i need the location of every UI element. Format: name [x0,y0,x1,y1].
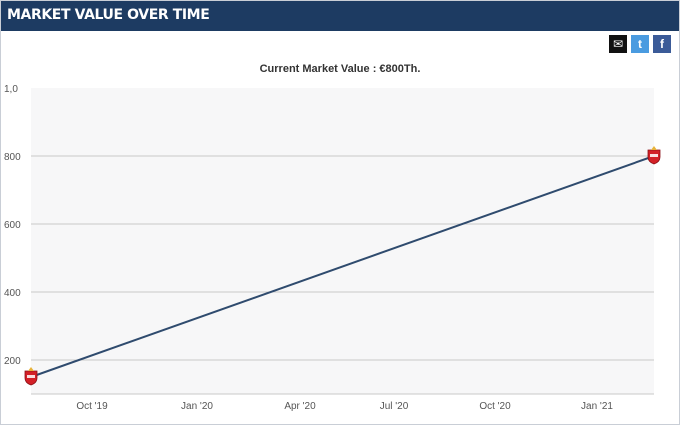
widget-title: MARKET VALUE OVER TIME [7,7,210,23]
twitter-share-icon[interactable]: t [631,35,649,53]
crest-crown [28,367,34,371]
email-share-icon[interactable]: ✉ [609,35,627,53]
y-tick-label: 200 [4,356,21,367]
series-line [30,155,655,378]
y-tick-label: 1,0 [4,84,18,95]
plot-area [31,88,654,394]
x-tick-label: Oct '19 [76,401,108,412]
series-points [24,146,661,386]
x-tick-label: Jul '20 [380,401,409,412]
series-line-group [30,155,655,378]
crest-band [650,154,658,157]
y-axis-labels: 200 400 600 800 1,0 [4,84,21,367]
x-axis-labels: Oct '19 Jan '20 Apr '20 Jul '20 Oct '20 Jan '… [76,401,613,412]
y-tick-label: 400 [4,288,21,299]
data-point [647,146,661,165]
x-tick-label: Jan '21 [581,401,613,412]
x-tick-label: Jan '20 [181,401,213,412]
gridlines [31,155,654,395]
x-tick-label: Apr '20 [284,401,316,412]
crest-crown [651,146,657,150]
x-tick-label: Oct '20 [479,401,511,412]
facebook-share-icon[interactable]: f [653,35,671,53]
crest-band [27,375,35,378]
chart-title: Current Market Value : €800Th. [259,63,421,75]
y-tick-label: 600 [4,220,21,231]
data-point [24,367,38,386]
y-tick-label: 800 [4,152,21,163]
widget-header: MARKET VALUE OVER TIME [1,1,679,31]
